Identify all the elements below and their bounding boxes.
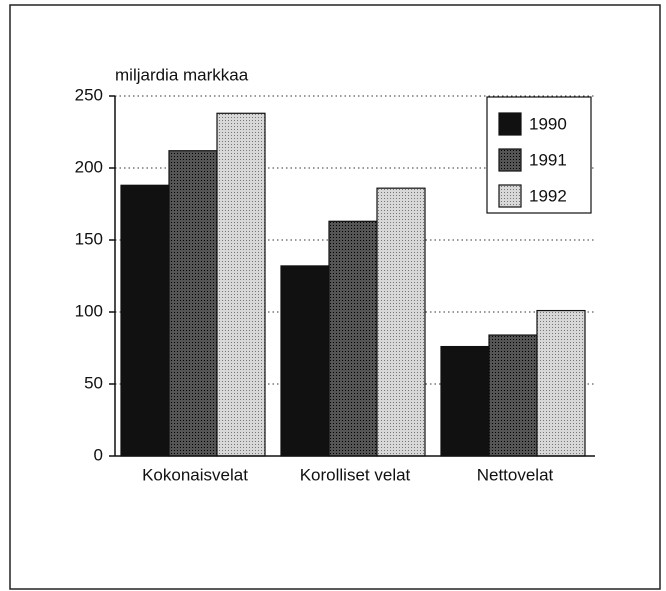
x-tick-label: Nettovelat — [477, 465, 554, 484]
bar — [168, 150, 218, 457]
bar — [120, 184, 170, 457]
frame — [9, 4, 661, 590]
x-tick-label: Kokonaisvelat — [142, 465, 248, 484]
legend-label: 1991 — [529, 150, 567, 169]
y-tick-label: 200 — [75, 157, 103, 176]
x-tick-label: Korolliset velat — [300, 465, 411, 484]
y-tick-label: 250 — [75, 85, 103, 104]
bar — [488, 334, 538, 457]
y-tick-label: 0 — [94, 445, 103, 464]
bar — [440, 345, 490, 457]
legend-swatch — [498, 112, 522, 136]
bar — [536, 309, 586, 457]
y-tick-label: 100 — [75, 301, 103, 320]
legend-label: 1990 — [529, 114, 567, 133]
y-tick-label: 50 — [84, 373, 103, 392]
legend-label: 1992 — [529, 186, 567, 205]
bar — [376, 187, 426, 457]
bar — [216, 112, 266, 457]
bar — [328, 220, 378, 457]
bar — [280, 265, 330, 457]
legend-swatch — [498, 184, 522, 208]
y-axis-label: miljardia markkaa — [115, 65, 249, 84]
y-tick-label: 150 — [75, 229, 103, 248]
legend-swatch — [498, 148, 522, 172]
